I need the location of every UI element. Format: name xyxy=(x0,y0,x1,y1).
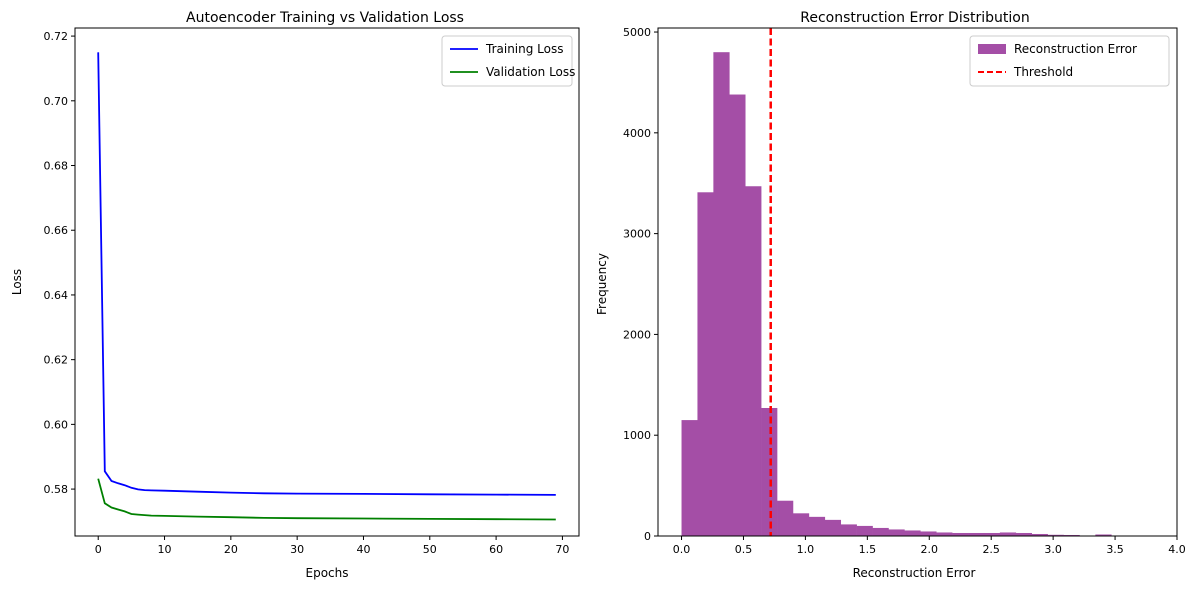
histogram-bar xyxy=(1047,534,1064,536)
histogram-axes-frame xyxy=(657,27,1178,537)
histogram-bar xyxy=(824,519,842,536)
y-tick-label: 0.68 xyxy=(44,160,69,173)
histogram-bar xyxy=(983,532,1001,536)
x-tick-label: 3.5 xyxy=(1106,543,1124,556)
histogram-bar xyxy=(1031,533,1048,536)
histogram-bar xyxy=(713,52,730,536)
loss-chart: Autoencoder Training vs Validation Loss … xyxy=(10,10,580,580)
histogram-bar xyxy=(1015,532,1033,536)
loss-chart-title: Autoencoder Training vs Validation Loss xyxy=(186,10,464,26)
histogram-bar xyxy=(904,530,921,536)
histogram-legend: Reconstruction Error Threshold xyxy=(969,35,1170,87)
histogram-bar xyxy=(856,525,873,536)
histogram-bar xyxy=(952,532,969,536)
legend-training-label: Training Loss xyxy=(485,42,563,56)
loss-legend: Training Loss Validation Loss xyxy=(441,35,575,87)
histogram-x-axis-label: Reconstruction Error xyxy=(853,566,976,580)
histogram-title: Reconstruction Error Distribution xyxy=(800,10,1029,26)
y-tick-label: 0 xyxy=(644,530,651,543)
loss-x-axis-label: Epochs xyxy=(306,566,349,580)
loss-y-ticks: 0.58 0.60 0.62 0.64 0.66 0.68 0.70 0.72 xyxy=(44,30,75,496)
legend-error-label: Reconstruction Error xyxy=(1014,42,1137,56)
x-tick-label: 2.5 xyxy=(982,543,1000,556)
histogram-bar xyxy=(936,532,953,536)
error-histogram-chart: Reconstruction Error Distribution 0.0 0.5… xyxy=(595,10,1186,580)
x-tick-label: 0.5 xyxy=(735,543,753,556)
histogram-plot-area xyxy=(681,28,1144,537)
legend-validation-label: Validation Loss xyxy=(486,65,575,79)
histogram-bar xyxy=(968,532,985,536)
histogram-bar xyxy=(808,516,826,536)
histogram-bar xyxy=(840,524,857,536)
histogram-bar xyxy=(999,532,1017,536)
x-tick-label: 0 xyxy=(95,543,102,556)
histogram-y-axis-label: Frequency xyxy=(595,253,609,315)
y-tick-label: 0.72 xyxy=(44,30,69,43)
loss-plot-area xyxy=(97,52,556,521)
x-tick-label: 60 xyxy=(489,543,503,556)
histogram-bar xyxy=(888,529,905,536)
legend-error-swatch xyxy=(978,44,1006,54)
x-tick-label: 10 xyxy=(158,543,172,556)
histogram-bar xyxy=(697,192,714,537)
y-tick-label: 0.58 xyxy=(44,483,69,496)
y-tick-label: 5000 xyxy=(623,26,651,39)
loss-y-axis-label: Loss xyxy=(10,269,24,295)
series-line-training xyxy=(97,52,556,496)
x-tick-label: 2.0 xyxy=(921,543,939,556)
histogram-bar xyxy=(792,513,810,536)
x-tick-label: 20 xyxy=(224,543,238,556)
histogram-bar xyxy=(729,94,746,537)
histogram-bar xyxy=(681,420,698,536)
legend-threshold-label: Threshold xyxy=(1013,65,1073,79)
x-tick-label: 1.5 xyxy=(859,543,877,556)
x-tick-label: 0.0 xyxy=(673,543,691,556)
y-tick-label: 3000 xyxy=(623,228,651,241)
x-tick-label: 50 xyxy=(423,543,437,556)
y-tick-label: 4000 xyxy=(623,127,651,140)
x-tick-label: 40 xyxy=(356,543,370,556)
y-tick-label: 0.70 xyxy=(44,95,69,108)
loss-axes-frame xyxy=(74,27,580,537)
histogram-bar xyxy=(872,527,889,536)
y-tick-label: 1000 xyxy=(623,429,651,442)
x-tick-label: 4.0 xyxy=(1168,543,1186,556)
histogram-y-ticks: 0 1000 2000 3000 4000 5000 xyxy=(623,26,658,543)
y-tick-label: 0.66 xyxy=(44,224,69,237)
y-tick-label: 2000 xyxy=(623,328,651,341)
y-tick-label: 0.64 xyxy=(44,289,69,302)
histogram-bar xyxy=(1063,534,1080,536)
y-tick-label: 0.62 xyxy=(44,354,69,367)
histogram-bar xyxy=(777,500,794,536)
loss-x-ticks: 0 10 20 30 40 50 60 70 xyxy=(95,536,569,556)
histogram-bar xyxy=(920,531,937,536)
series-line-validation xyxy=(97,478,556,521)
x-tick-label: 3.0 xyxy=(1044,543,1062,556)
histogram-bar xyxy=(745,186,762,536)
histogram-bar xyxy=(761,407,778,536)
y-tick-label: 0.60 xyxy=(44,418,69,431)
x-tick-label: 1.0 xyxy=(797,543,815,556)
histogram-x-ticks: 0.0 0.5 1.0 1.5 2.0 2.5 3.0 3.5 4.0 xyxy=(673,536,1186,556)
x-tick-label: 30 xyxy=(290,543,304,556)
histogram-legend-box xyxy=(969,35,1170,87)
x-tick-label: 70 xyxy=(555,543,569,556)
histogram-bar xyxy=(1095,534,1112,536)
